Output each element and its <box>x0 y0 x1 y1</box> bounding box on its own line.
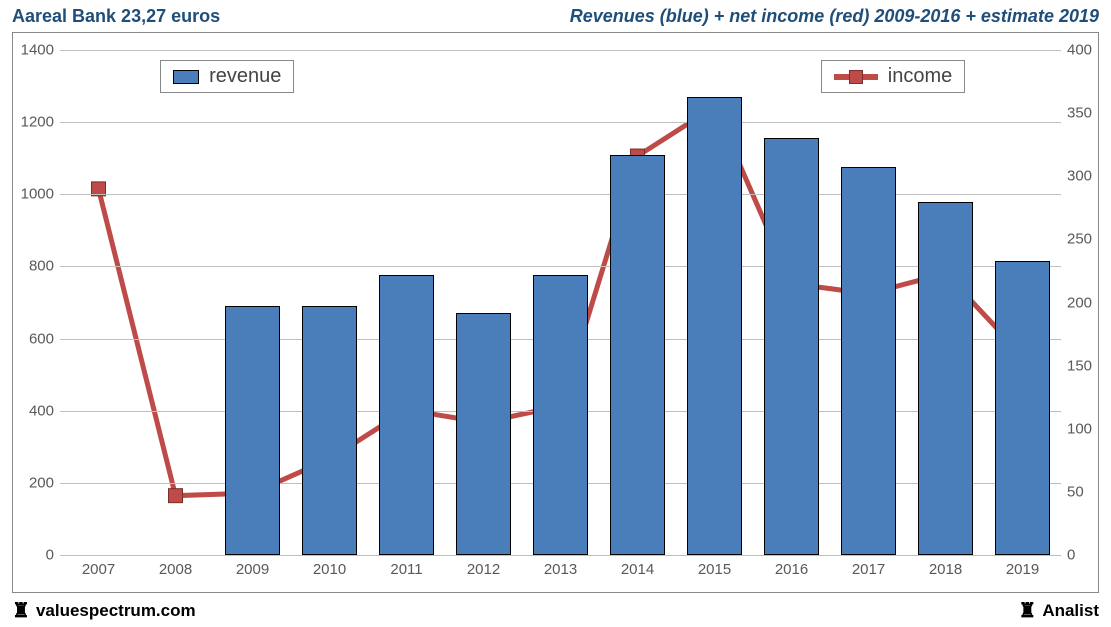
footer-right: ♜ Analist <box>1018 601 1099 621</box>
bar-2016 <box>764 138 819 555</box>
legend-label: income <box>888 65 952 88</box>
bar-2009 <box>225 306 280 555</box>
y-left-tick: 1400 <box>14 42 54 59</box>
bar-2014 <box>610 155 665 555</box>
y-left-tick: 200 <box>14 474 54 491</box>
y-right-tick: 300 <box>1067 168 1107 185</box>
y-right-tick: 200 <box>1067 294 1107 311</box>
x-tick: 2008 <box>159 561 192 578</box>
y-right-tick: 0 <box>1067 547 1107 564</box>
bar-2010 <box>302 306 357 555</box>
x-tick: 2011 <box>390 561 422 578</box>
bar-2015 <box>687 97 742 555</box>
gridline <box>60 194 1061 195</box>
x-tick: 2018 <box>929 561 962 578</box>
y-left-tick: 1200 <box>14 114 54 131</box>
legend-swatch-bar <box>173 70 199 84</box>
bar-2011 <box>379 275 434 555</box>
bar-2018 <box>918 202 973 556</box>
bar-2012 <box>456 313 511 555</box>
bar-2017 <box>841 167 896 555</box>
plot-area: 0200400600800100012001400050100150200250… <box>60 50 1061 555</box>
gridline <box>60 555 1061 556</box>
x-tick: 2017 <box>852 561 885 578</box>
y-left-tick: 600 <box>14 330 54 347</box>
gridline <box>60 50 1061 51</box>
legend-income: income <box>821 60 965 93</box>
y-left-tick: 800 <box>14 258 54 275</box>
rook-icon: ♜ <box>1018 601 1036 621</box>
y-left-tick: 0 <box>14 547 54 564</box>
rook-icon: ♜ <box>12 601 30 621</box>
x-tick: 2010 <box>313 561 346 578</box>
x-tick: 2014 <box>621 561 654 578</box>
footer-left-text: valuespectrum.com <box>36 601 196 621</box>
legend-swatch-line <box>834 74 878 80</box>
y-left-tick: 400 <box>14 402 54 419</box>
x-tick: 2016 <box>775 561 808 578</box>
y-right-tick: 400 <box>1067 42 1107 59</box>
x-tick: 2013 <box>544 561 577 578</box>
legend-label: revenue <box>209 65 281 88</box>
x-tick: 2012 <box>467 561 500 578</box>
footer-left: ♜ valuespectrum.com <box>12 601 196 621</box>
bar-2019 <box>995 261 1050 555</box>
gridline <box>60 266 1061 267</box>
chart-container: Aareal Bank 23,27 euros Revenues (blue) … <box>0 0 1111 627</box>
y-right-tick: 150 <box>1067 357 1107 374</box>
chart-footer: ♜ valuespectrum.com ♜ Analist <box>12 599 1099 621</box>
y-right-tick: 50 <box>1067 483 1107 500</box>
x-tick: 2019 <box>1006 561 1039 578</box>
y-right-tick: 100 <box>1067 420 1107 437</box>
footer-right-text: Analist <box>1042 601 1099 621</box>
y-left-tick: 1000 <box>14 186 54 203</box>
x-tick: 2007 <box>82 561 115 578</box>
y-right-tick: 350 <box>1067 105 1107 122</box>
bar-2013 <box>533 275 588 555</box>
legend-revenue: revenue <box>160 60 294 93</box>
income-marker-2008 <box>169 489 183 503</box>
gridline <box>60 122 1061 123</box>
title-left: Aareal Bank 23,27 euros <box>12 6 220 27</box>
title-right: Revenues (blue) + net income (red) 2009-… <box>570 6 1099 27</box>
x-tick: 2015 <box>698 561 731 578</box>
x-tick: 2009 <box>236 561 269 578</box>
y-right-tick: 250 <box>1067 231 1107 248</box>
chart-header: Aareal Bank 23,27 euros Revenues (blue) … <box>0 4 1111 32</box>
